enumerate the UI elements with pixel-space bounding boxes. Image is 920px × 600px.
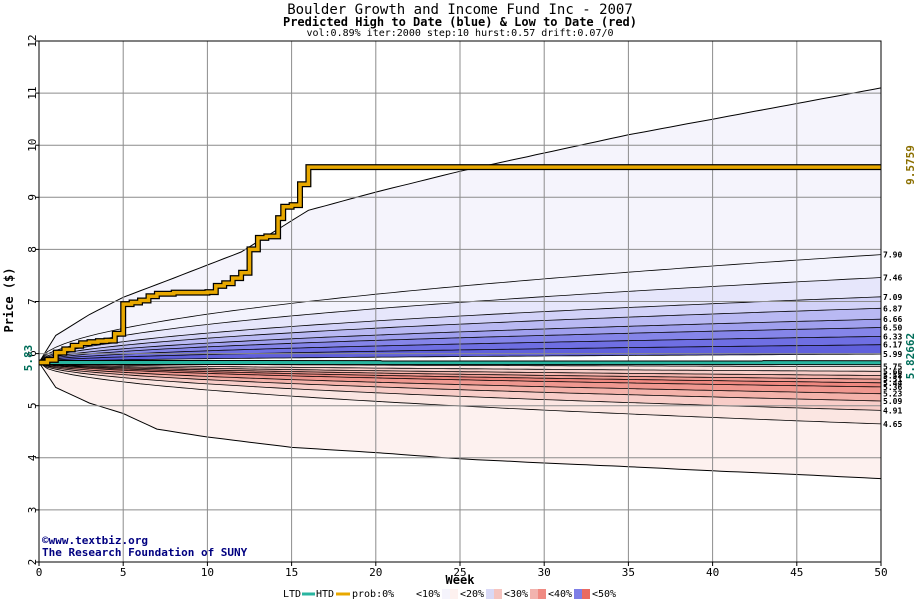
high-quantile-label: 7.90	[883, 251, 902, 260]
legend-swatch-red	[450, 589, 458, 599]
y-tick-label: 2	[26, 559, 39, 566]
x-tick-label: 10	[201, 566, 214, 579]
grid-lines	[39, 41, 881, 562]
htd-line	[39, 165, 881, 365]
y-tick-label: 5	[26, 402, 39, 409]
low-band-2	[39, 362, 881, 380]
low-quantile-label: 5.66	[883, 367, 902, 376]
high-band-4	[39, 319, 881, 363]
y-tick-label: 7	[26, 298, 39, 305]
legend-swatch-blue	[574, 589, 582, 599]
x-tick-label: 30	[538, 566, 551, 579]
x-tick-label: 5	[120, 566, 127, 579]
legend-swatch-red	[494, 589, 502, 599]
low-quantile-label: 5.23	[883, 390, 902, 399]
y-tick-label: 6	[26, 350, 39, 357]
x-tick-label: 35	[622, 566, 635, 579]
legend-prob-label: prob:0%	[352, 589, 394, 600]
y-tick-label: 12	[26, 34, 39, 47]
x-tick-label: 45	[790, 566, 803, 579]
low-band-5	[39, 362, 881, 394]
low-quantile-label: 5.09	[883, 397, 902, 406]
y-tick-label: 4	[26, 454, 39, 461]
high-band-1	[39, 277, 881, 363]
high-quantile-label: 6.17	[883, 341, 902, 350]
high-quantile-label: 6.33	[883, 332, 902, 341]
low-quantile-label: 5.75	[883, 363, 902, 372]
y-axis-ticks: 2 3 4 5 6 7 8 9 10 11 12	[26, 34, 39, 565]
legend-item-label: <50%	[592, 589, 616, 600]
low-quantile-label: 5.36	[883, 383, 902, 392]
legend-swatch-blue	[442, 589, 450, 599]
x-axis-label: Week	[446, 573, 476, 587]
y-tick-label: 9	[26, 194, 39, 201]
legend-swatch-red	[582, 589, 590, 599]
high-quantile-label: 6.66	[883, 315, 902, 324]
high-quantile-label: 7.46	[883, 274, 902, 283]
x-tick-label: 20	[369, 566, 382, 579]
y-tick-label: 10	[26, 139, 39, 152]
legend-swatch-red	[406, 589, 414, 599]
high-band-2	[39, 296, 881, 363]
x-tick-label: 50	[874, 566, 887, 579]
low-band-6	[39, 362, 881, 401]
series-lines	[38, 164, 882, 366]
y-tick-label: 11	[26, 86, 39, 99]
high-band-0	[39, 254, 881, 363]
legend-item-label: <20%	[460, 589, 484, 600]
legend-swatch-blue	[530, 589, 538, 599]
x-tick-label: 0	[36, 566, 43, 579]
legend-ltd-label: LTD	[283, 589, 301, 600]
low-band-8	[39, 362, 881, 424]
high-band-3	[39, 308, 881, 363]
chart-parameters: vol:0.89% iter:2000 step:10 hurst:0.57 d…	[306, 28, 614, 39]
x-tick-label: 15	[285, 566, 298, 579]
high-quantile-label: 5.99	[883, 350, 902, 359]
low-quantile-label: 4.91	[883, 406, 902, 415]
high-quantile-label: 6.87	[883, 304, 902, 313]
high-band-5	[39, 327, 881, 363]
low-band-3	[39, 362, 881, 383]
legend-items: <10% <20% <30% <40% <50%	[398, 589, 616, 600]
legend-item-label: <10%	[416, 589, 440, 600]
y-tick-label: 3	[26, 507, 39, 514]
chart-title: Boulder Growth and Income Fund Inc - 200…	[287, 2, 633, 18]
quantile-labels: 7.90 7.46 7.09 6.87 6.666.506.336.175.99 5.75…	[883, 251, 902, 429]
legend-item-label: <30%	[504, 589, 528, 600]
chart-subtitle: Predicted High to Date (blue) & Low to D…	[282, 15, 637, 29]
x-tick-label: 40	[706, 566, 719, 579]
low-band-7	[39, 362, 881, 411]
start-price-label: 5.83	[22, 345, 35, 372]
legend-swatch-blue	[486, 589, 494, 599]
high-quantile-label: 7.09	[883, 293, 902, 302]
legend-htd-label: HTD	[316, 589, 334, 600]
low-quantile-label: 5.44	[883, 379, 902, 388]
x-axis-ticks: 0 5 10 15 20 25 30 35 40 45 50	[36, 562, 888, 579]
low-band-4	[39, 362, 881, 387]
legend-swatch-red	[538, 589, 546, 599]
legend-item-label: <40%	[548, 589, 572, 600]
low-quantile-label: 4.65	[883, 420, 902, 429]
y-axis-label: Price ($)	[2, 267, 16, 332]
low-quantile-label: 5.51	[883, 375, 902, 384]
x-tick-label: 25	[453, 566, 466, 579]
ltd-final-label: 5.82662	[904, 333, 917, 379]
high-quantile-label: 6.50	[883, 324, 902, 333]
credit-line-1: ©www.textbiz.org	[42, 534, 148, 547]
credit-line-2: The Research Foundation of SUNY	[42, 546, 248, 559]
legend: LTD HTD prob:0% <10% <20% <30% <40% <50%	[283, 589, 616, 600]
low-quantile-label: 5.58	[883, 371, 902, 380]
y-tick-label: 8	[26, 246, 39, 253]
htd-final-label: 9.5759	[904, 145, 917, 185]
legend-swatch-blue	[398, 589, 406, 599]
